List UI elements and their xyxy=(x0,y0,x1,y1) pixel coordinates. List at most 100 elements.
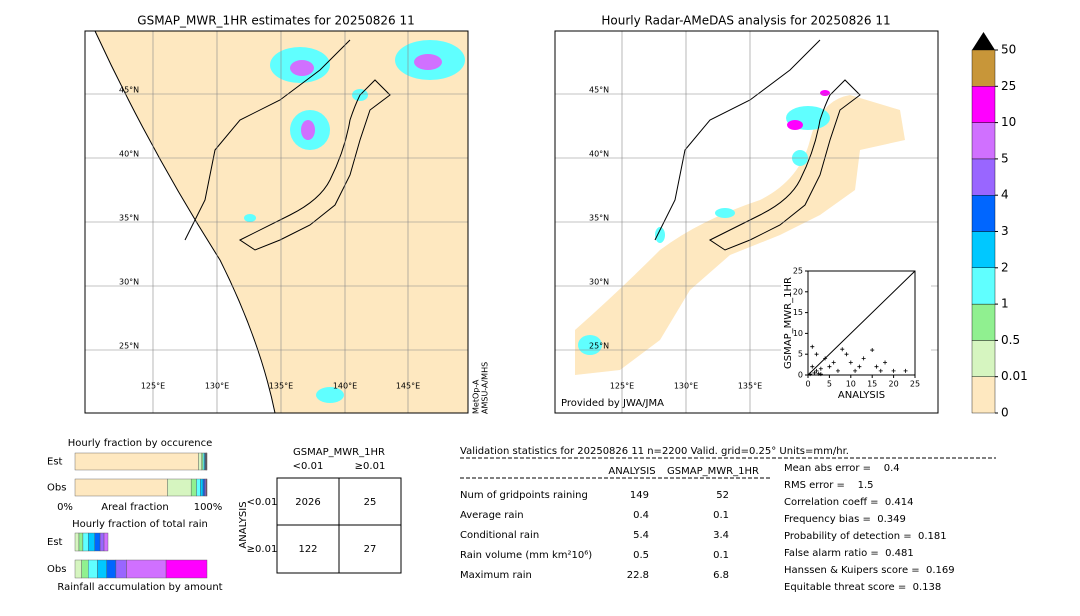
fraction-segment xyxy=(100,533,104,551)
lon-label: 140°E xyxy=(333,382,357,391)
colorbar-segment xyxy=(972,195,995,231)
panel-subtitle: Rainfall accumulation by amount xyxy=(57,582,222,593)
panel-title: Hourly fraction by occurence xyxy=(68,438,212,449)
fraction-segment xyxy=(83,533,88,551)
lon-label: 135°E xyxy=(738,382,762,391)
stat-value: 0.1 xyxy=(713,550,729,561)
colorbar-label: 0 xyxy=(1001,406,1009,420)
lon-label: 130°E xyxy=(205,382,229,391)
axis-label: 0% xyxy=(57,502,73,513)
fraction-segment xyxy=(79,533,83,551)
fraction-segment xyxy=(88,533,95,551)
score: Correlation coeff = 0.414 xyxy=(784,497,914,508)
stat-value: 22.8 xyxy=(627,570,649,581)
row-label: Conditional rain xyxy=(460,530,539,541)
fraction-segment xyxy=(107,560,116,578)
stat-value: 0.4 xyxy=(633,510,649,521)
y-tick-label: 20 xyxy=(793,287,803,296)
lat-label: 40°N xyxy=(589,150,609,159)
col-label: GSMAP_MWR_1HR xyxy=(667,466,759,477)
row-label: Rain volume (mm km²10⁶) xyxy=(460,550,592,561)
colorbar-label: 50 xyxy=(1001,43,1016,57)
fraction-segment xyxy=(75,479,167,496)
stat-value: 0.1 xyxy=(713,510,729,521)
credit: Provided by JWA/JMA xyxy=(561,398,664,409)
score: Hanssen & Kuipers score = 0.169 xyxy=(784,565,955,576)
stat-value: 149 xyxy=(630,490,649,501)
stat-value: 6.8 xyxy=(713,570,729,581)
colorbar-segment xyxy=(972,86,995,122)
lon-label: 130°E xyxy=(674,382,698,391)
lat-label: 25°N xyxy=(119,342,139,351)
x-tick-label: 25 xyxy=(910,380,920,389)
lat-label: 40°N xyxy=(119,150,139,159)
score: Probability of detection = 0.181 xyxy=(784,531,947,542)
row-label: Est xyxy=(47,457,63,468)
colorbar-label: 0.5 xyxy=(1001,333,1020,347)
fraction-segment xyxy=(203,479,205,496)
score: False alarm ratio = 0.481 xyxy=(784,548,914,559)
row-axis: ANALYSIS xyxy=(238,501,249,548)
colorbar-segment xyxy=(972,340,995,376)
right-map xyxy=(555,31,938,413)
fraction-segment xyxy=(95,533,100,551)
y-tick-label: 25 xyxy=(793,267,803,276)
colorbar-segment xyxy=(972,232,995,268)
y-tick-label: 15 xyxy=(793,308,803,317)
panel-title: Hourly fraction of total rain xyxy=(72,519,208,530)
fraction-segment xyxy=(104,533,108,551)
col-label: <0.01 xyxy=(293,461,324,472)
colorbar-extend xyxy=(972,32,995,50)
colorbar-segment xyxy=(972,159,995,195)
colorbar-segment xyxy=(972,123,995,159)
fraction-segment xyxy=(167,479,191,496)
row-label: ≥0.01 xyxy=(247,544,278,555)
stat-value: 5.4 xyxy=(633,530,649,541)
colorbar-label: 2 xyxy=(1001,260,1009,274)
colorbar-segment xyxy=(972,268,995,304)
fraction-segment xyxy=(75,560,82,578)
fraction-segment xyxy=(196,479,200,496)
fraction-segment xyxy=(126,560,166,578)
lat-label: 30°N xyxy=(119,278,139,287)
score: Frequency bias = 0.349 xyxy=(784,514,906,525)
colorbar-label: 1 xyxy=(1001,297,1009,311)
lon-label: 145°E xyxy=(396,382,420,391)
inset-background xyxy=(781,268,931,398)
fraction-segment xyxy=(191,479,196,496)
lat-label: 35°N xyxy=(119,214,139,223)
axis-label: 100% xyxy=(194,502,223,513)
x-axis-label: ANALYSIS xyxy=(838,390,885,401)
cell: 25 xyxy=(364,497,377,508)
lon-label: 125°E xyxy=(610,382,634,391)
fraction-segment xyxy=(116,560,127,578)
row-label: Obs xyxy=(47,483,66,494)
stats-header: Validation statistics for 20250826 11 n=… xyxy=(460,446,849,457)
x-tick-label: 5 xyxy=(827,380,832,389)
row-label: Est xyxy=(47,537,63,548)
x-tick-label: 15 xyxy=(867,380,877,389)
x-tick-label: 20 xyxy=(889,380,899,389)
table-title: GSMAP_MWR_1HR xyxy=(293,447,385,458)
score: Mean abs error = 0.4 xyxy=(784,463,900,474)
colorbar-label: 10 xyxy=(1001,115,1016,129)
y-tick-label: 5 xyxy=(798,350,803,359)
row-label: Maximum rain xyxy=(460,570,532,581)
colorbar-label: 3 xyxy=(1001,224,1009,238)
row-label: Average rain xyxy=(460,510,524,521)
fraction-segment xyxy=(75,533,79,551)
lat-label: 30°N xyxy=(589,278,609,287)
x-tick-label: 10 xyxy=(846,380,856,389)
row-label: Obs xyxy=(47,564,66,575)
axis-label: Areal fraction xyxy=(101,502,168,513)
map-title: Hourly Radar-AMeDAS analysis for 2025082… xyxy=(601,14,890,28)
map-title: GSMAP_MWR_1HR estimates for 20250826 11 xyxy=(137,14,414,28)
row-label: <0.01 xyxy=(247,497,278,508)
y-tick-label: 10 xyxy=(793,329,803,338)
fraction-segment xyxy=(166,560,207,578)
cell: 2026 xyxy=(295,497,320,508)
score: RMS error = 1.5 xyxy=(784,480,874,491)
stat-value: 52 xyxy=(716,490,729,501)
stat-value: 0.5 xyxy=(633,550,649,561)
